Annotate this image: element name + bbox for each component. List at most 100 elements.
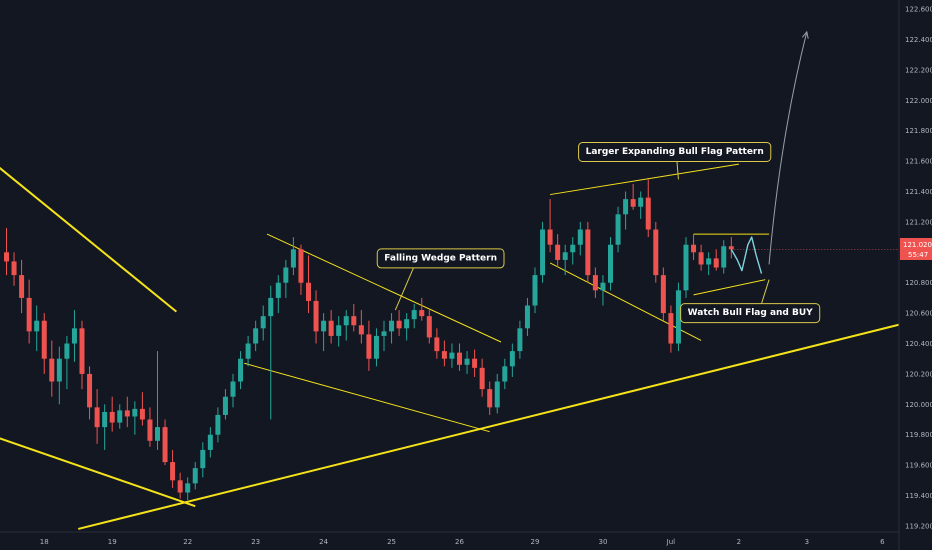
- target-arrow-head: [801, 30, 809, 39]
- expanding-upper-line: [550, 163, 739, 196]
- candle-body: [592, 275, 598, 291]
- y-tick-label: 121.600: [905, 158, 932, 166]
- candle: [615, 206, 621, 253]
- candle-body: [472, 358, 478, 368]
- candle: [79, 320, 85, 390]
- projection-path: [730, 236, 763, 274]
- x-tick-label: 22: [183, 538, 192, 546]
- y-tick-label: 122.000: [905, 97, 932, 105]
- candle: [358, 310, 364, 344]
- candle: [19, 259, 25, 314]
- candle: [366, 320, 372, 371]
- candle-body: [608, 244, 613, 283]
- x-tick-label: 2: [737, 538, 741, 546]
- candle: [222, 389, 228, 420]
- current-price-label: 121.020 55:47: [900, 238, 932, 260]
- annotation-box: [578, 142, 772, 162]
- candle-body: [268, 297, 274, 317]
- candle-body: [683, 244, 689, 291]
- candle: [411, 304, 417, 329]
- y-tick-label: 122.600: [905, 6, 932, 14]
- candle-body: [94, 407, 100, 428]
- candle: [441, 340, 447, 367]
- candle: [457, 343, 462, 371]
- candle-body: [419, 310, 425, 317]
- candle: [509, 343, 515, 377]
- candle: [570, 237, 576, 265]
- candle: [147, 407, 153, 447]
- flag-lower-line: [693, 279, 766, 296]
- candle: [434, 328, 440, 359]
- candle-body: [4, 252, 9, 262]
- candle: [64, 335, 70, 390]
- candle-body: [630, 199, 636, 207]
- x-tick-label: Jul: [666, 538, 676, 546]
- candle: [547, 199, 553, 253]
- candle-body: [668, 313, 674, 344]
- y-tick-label: 122.400: [905, 36, 932, 44]
- candles: [4, 179, 734, 501]
- candle: [162, 419, 168, 466]
- candle-body: [132, 408, 138, 417]
- y-tick-label: 121.400: [905, 188, 932, 196]
- candle: [321, 313, 327, 352]
- candle: [313, 290, 319, 344]
- uptrend-support-line: [77, 315, 932, 530]
- candle: [653, 221, 659, 283]
- candle: [494, 373, 500, 414]
- candle: [117, 404, 123, 429]
- wedge-lower-line: [244, 362, 490, 433]
- candle-body: [245, 343, 251, 359]
- candle: [389, 313, 395, 344]
- downtrend-line: [0, 166, 178, 313]
- candle-body: [34, 320, 40, 332]
- candle-body: [585, 229, 591, 276]
- candle: [449, 343, 455, 368]
- candle-body: [207, 434, 213, 450]
- candle: [41, 313, 47, 374]
- candle-body: [623, 199, 629, 215]
- candle-body: [517, 328, 523, 352]
- candle-body: [56, 358, 62, 382]
- x-tick-label: 6: [880, 538, 885, 546]
- candle-body: [532, 275, 538, 306]
- candle-body: [381, 331, 387, 336]
- candle: [207, 427, 213, 458]
- candle-body: [562, 252, 568, 260]
- candle-body: [215, 414, 221, 435]
- candle-body: [64, 343, 70, 359]
- y-tick-label: 120.000: [905, 401, 932, 409]
- annotation-box: [680, 303, 821, 324]
- candle-body: [290, 249, 296, 268]
- candle: [351, 304, 357, 332]
- candle: [71, 310, 77, 362]
- candle: [464, 351, 470, 374]
- candle-body: [79, 328, 85, 374]
- candle: [343, 310, 349, 341]
- candle-body: [691, 244, 697, 253]
- annotation: Falling Wedge Pattern: [376, 248, 505, 311]
- candle: [562, 244, 568, 276]
- candle: [283, 259, 289, 298]
- candle-body: [389, 320, 395, 332]
- candle: [706, 252, 712, 276]
- candle-body: [728, 246, 734, 250]
- candle: [426, 310, 432, 344]
- candle-body: [653, 229, 659, 276]
- candle: [630, 183, 636, 210]
- candle: [298, 244, 304, 295]
- candle: [585, 221, 591, 283]
- candle-body: [600, 282, 606, 291]
- annotation: Watch Bull Flag and BUY: [680, 279, 821, 324]
- x-tick-label: 30: [598, 538, 607, 546]
- candle: [373, 328, 379, 367]
- candle-body: [555, 244, 561, 260]
- candle-body: [49, 358, 55, 382]
- candle-body: [321, 320, 327, 332]
- annotation-pointer: [676, 161, 679, 180]
- x-tick-label: 29: [531, 538, 540, 546]
- candle-body: [71, 328, 77, 344]
- candle-body: [487, 389, 493, 408]
- candle-body: [336, 325, 342, 336]
